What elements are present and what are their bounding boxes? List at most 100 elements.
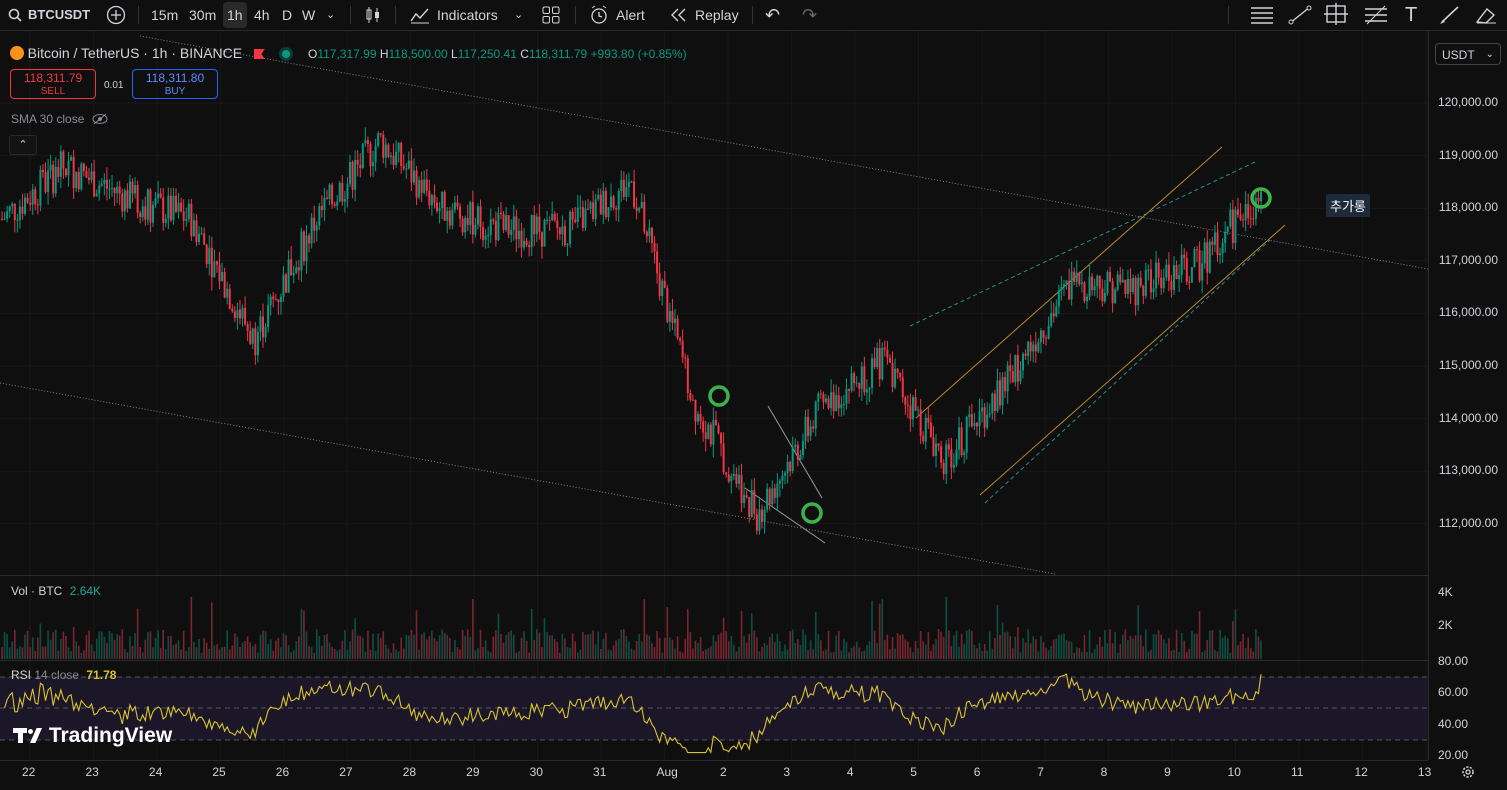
- volume-bar: [144, 639, 147, 659]
- volume-bar: [543, 618, 546, 659]
- interval-d[interactable]: D: [282, 7, 293, 23]
- volume-bar: [259, 634, 262, 659]
- volume-bar: [569, 647, 571, 659]
- gear-icon[interactable]: [1460, 764, 1476, 783]
- candle-body: [922, 435, 925, 442]
- volume-bar: [971, 631, 973, 659]
- candle-body: [1208, 241, 1211, 273]
- volume-bar: [1226, 638, 1229, 659]
- fib-retracement-icon[interactable]: [1364, 0, 1388, 30]
- undo-icon[interactable]: ↶: [765, 5, 781, 25]
- volume-bar: [953, 635, 955, 659]
- volume-bar: [779, 641, 781, 659]
- candle-body: [868, 387, 871, 390]
- tradingview-watermark[interactable]: TradingView: [13, 724, 172, 748]
- volume-bar: [1206, 640, 1209, 659]
- volume-bar: [710, 646, 712, 659]
- sell-button[interactable]: 118,311.79 SELL: [10, 69, 96, 99]
- volume-bar: [436, 641, 438, 659]
- trend-line-icon[interactable]: [1288, 0, 1312, 30]
- chart-canvas[interactable]: [0, 31, 1428, 760]
- candle-body: [691, 399, 694, 401]
- currency-select[interactable]: USDT ⌄: [1435, 43, 1501, 65]
- annotation-label[interactable]: 추가롱: [1326, 194, 1370, 217]
- volume-bar: [774, 642, 776, 659]
- candle-body: [377, 133, 380, 147]
- volume-bar: [221, 647, 223, 659]
- indicators-icon[interactable]: [410, 0, 430, 30]
- eye-hidden-icon[interactable]: [92, 112, 108, 126]
- sell-label: SELL: [40, 86, 66, 97]
- interval-4h[interactable]: 4h: [254, 7, 270, 23]
- candle-body: [753, 490, 756, 515]
- replay-icon[interactable]: [670, 0, 688, 30]
- candle-body: [274, 299, 277, 301]
- alert-button[interactable]: Alert: [616, 7, 645, 23]
- volume-bar: [408, 635, 410, 659]
- layout-grid-icon[interactable]: [542, 0, 560, 30]
- candle-body: [842, 403, 845, 405]
- indicators-button[interactable]: Indicators: [437, 7, 498, 23]
- alert-clock-icon[interactable]: [589, 0, 609, 30]
- candle-body: [712, 420, 715, 445]
- collapse-legend-button[interactable]: ⌃: [9, 135, 37, 155]
- volume-bar: [873, 630, 876, 659]
- text-tool-icon[interactable]: T: [1405, 4, 1418, 26]
- replay-button[interactable]: Replay: [695, 7, 739, 23]
- chevron-down-icon[interactable]: ⌄: [326, 9, 336, 21]
- candles-icon[interactable]: [364, 0, 382, 30]
- date-tick-label: 5: [910, 765, 917, 779]
- candle-body: [1119, 274, 1122, 283]
- volume-bar: [479, 629, 482, 659]
- candle-body: [279, 296, 282, 303]
- symbol-button[interactable]: BTCUSDT: [28, 7, 91, 22]
- date-tick-label: 4: [846, 765, 854, 779]
- volume-bar: [1042, 642, 1045, 659]
- price-axis[interactable]: USDT ⌄: [1428, 31, 1507, 760]
- volume-bar: [625, 636, 628, 659]
- volume-bar: [60, 638, 62, 659]
- volume-bar: [315, 629, 318, 659]
- candle-body: [804, 416, 807, 442]
- brush-icon[interactable]: [1438, 0, 1462, 30]
- interval-w[interactable]: W: [302, 7, 316, 23]
- volume-bar: [1114, 631, 1116, 659]
- candle-body: [827, 398, 830, 409]
- pane-divider[interactable]: [0, 575, 1428, 576]
- candle-body: [694, 399, 697, 422]
- volume-bar: [1065, 640, 1068, 659]
- volume-bar: [640, 641, 643, 659]
- redo-icon[interactable]: ↷: [802, 5, 818, 25]
- eraser-icon[interactable]: [1474, 0, 1498, 30]
- interval-30m[interactable]: 30m: [189, 7, 217, 23]
- search-icon[interactable]: [8, 0, 22, 30]
- volume-bar: [318, 636, 321, 659]
- interval-15m[interactable]: 15m: [151, 7, 179, 23]
- horizontal-lines-icon[interactable]: [1250, 0, 1274, 30]
- sma-legend[interactable]: SMA 30 close: [11, 112, 108, 126]
- candle-body: [72, 157, 75, 189]
- volume-bar: [228, 649, 231, 659]
- compare-plus-icon[interactable]: [106, 0, 126, 30]
- interval-1h[interactable]: 1h: [223, 2, 247, 28]
- candle-body: [963, 452, 966, 456]
- flag-icon[interactable]: [253, 49, 265, 59]
- candle-body: [730, 475, 733, 482]
- candle-body: [341, 182, 344, 202]
- volume-bar: [185, 650, 188, 659]
- toolbar-divider: [1228, 6, 1229, 24]
- pane-divider[interactable]: [0, 660, 1428, 661]
- volume-bar: [661, 652, 664, 659]
- volume-bar: [1219, 629, 1221, 659]
- buy-button[interactable]: 118,311.80 BUY: [132, 69, 218, 99]
- crosshair-box-icon[interactable]: [1324, 0, 1348, 30]
- chevron-down-icon[interactable]: ⌄: [514, 9, 524, 21]
- volume-bar: [1027, 629, 1029, 659]
- candle-body: [1172, 265, 1175, 290]
- volume-bar: [559, 652, 561, 659]
- candle-body: [996, 380, 999, 412]
- candle-body: [223, 272, 226, 298]
- price-tick-label: 118,000.00: [1438, 200, 1498, 215]
- volume-bar: [876, 643, 878, 659]
- volume-bar: [285, 635, 287, 659]
